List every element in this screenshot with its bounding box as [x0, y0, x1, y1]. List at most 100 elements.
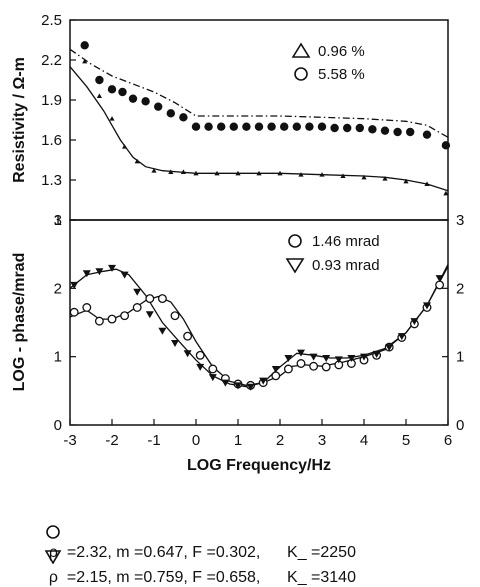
footer-row-2-text: ρ =2.15, m =0.759, F =0.658, K_ =3140 — [48, 569, 356, 586]
data-point — [309, 361, 319, 371]
data-point — [208, 364, 218, 374]
data-point — [406, 127, 415, 137]
data-point — [309, 353, 318, 361]
figure: 1 1.3 1.6 1.9 2.2 2.5 Resistivity / Ω-m 0.96 … — [11, 12, 464, 474]
triangle-up-icon — [291, 42, 311, 58]
data-point — [355, 123, 364, 133]
data-point — [234, 382, 242, 390]
data-point — [180, 169, 186, 174]
data-point — [322, 355, 331, 363]
data-point — [195, 350, 205, 360]
data-point — [361, 174, 367, 180]
data-point — [259, 377, 268, 385]
bottom-data-points — [69, 264, 445, 391]
data-point — [360, 353, 368, 361]
data-point — [340, 173, 346, 178]
data-point — [151, 168, 157, 173]
data-point — [95, 75, 104, 85]
bottom-plot-frame — [69, 219, 449, 426]
data-point — [82, 58, 88, 64]
data-point — [271, 371, 281, 381]
triangle-down-icon — [285, 258, 305, 274]
data-point — [271, 365, 280, 373]
circle-icon — [288, 234, 302, 248]
data-point — [284, 355, 293, 363]
data-point — [380, 126, 390, 135]
top-y-ticks: 1 1.3 1.6 1.9 2.2 2.5 — [41, 12, 76, 229]
data-point — [397, 333, 406, 341]
y-tick-label: 1.9 — [41, 92, 62, 109]
x-tick-label: -3 — [63, 432, 76, 449]
data-point — [107, 85, 117, 94]
bottom-legend: 1.46 mrad 0.93 mrad — [285, 233, 380, 274]
y-tick-label: 0 — [54, 417, 62, 434]
data-point — [208, 374, 217, 382]
data-point — [382, 176, 388, 181]
data-point — [179, 113, 188, 122]
x-tick-label: 0 — [192, 432, 200, 449]
y-tick-label: 1 — [54, 212, 62, 229]
data-point — [168, 169, 174, 174]
data-point — [435, 280, 445, 290]
data-point — [166, 109, 175, 118]
data-point — [109, 116, 115, 121]
circle-icon — [294, 67, 308, 81]
data-point — [204, 122, 213, 131]
circle-icon — [27, 505, 60, 562]
bottom-x-ticks: -3 -2 -1 0 1 2 3 4 5 6 — [63, 419, 452, 449]
data-point — [154, 102, 163, 111]
data-point — [134, 158, 140, 164]
data-point — [292, 122, 301, 131]
data-point — [297, 349, 305, 357]
data-point — [254, 122, 264, 131]
data-point — [193, 170, 199, 176]
data-point — [435, 275, 444, 283]
fit-line-1 — [69, 264, 449, 387]
data-point — [368, 125, 377, 134]
data-point — [120, 271, 129, 279]
data-point — [217, 122, 226, 131]
bottom-fit-lines — [69, 264, 449, 388]
data-point — [80, 41, 89, 50]
bottom-y-ticks: 0 1 2 3 — [54, 212, 76, 434]
data-point — [298, 172, 304, 177]
x-tick-label: -1 — [147, 432, 160, 449]
data-point — [267, 122, 276, 131]
data-point — [317, 122, 327, 131]
data-point — [158, 327, 167, 335]
top-legend: 0.96 % 5.58 % — [291, 42, 365, 83]
data-point — [108, 264, 116, 272]
data-point — [157, 294, 167, 304]
x-tick-label: 5 — [402, 432, 410, 449]
data-point — [191, 122, 201, 131]
data-point — [321, 362, 331, 372]
triangle-down-icon — [27, 530, 62, 587]
data-point — [277, 170, 283, 176]
y-tick-label: 1.6 — [41, 132, 62, 149]
data-point — [441, 141, 451, 150]
y-tick-label-right: 2 — [456, 280, 464, 297]
data-point — [132, 303, 142, 312]
data-point — [96, 93, 102, 98]
data-point — [334, 356, 343, 364]
data-point — [70, 281, 79, 289]
y-tick-label-right: 3 — [456, 212, 464, 229]
y-tick-label-right: 1 — [456, 349, 464, 366]
top-legend-label-2: 5.58 % — [318, 66, 365, 83]
x-tick-label: 2 — [276, 432, 284, 449]
y-tick-label: 2.5 — [41, 12, 62, 29]
data-point — [183, 350, 192, 358]
data-point — [128, 94, 138, 103]
data-point — [141, 97, 150, 106]
data-point — [410, 318, 419, 326]
top-panel: 1 1.3 1.6 1.9 2.2 2.5 Resistivity / Ω-m 0.96 … — [11, 12, 451, 229]
data-point — [221, 379, 230, 387]
data-point — [69, 307, 79, 317]
y-tick-label-right: 0 — [456, 417, 464, 434]
footer-row-2: ρ =2.15, m =0.759, F =0.658, K_ =3140 — [18, 512, 356, 587]
data-point — [372, 350, 381, 358]
data-point — [120, 311, 130, 321]
bottom-y-ticks-right: 0 1 2 3 — [442, 212, 464, 434]
data-point — [171, 340, 179, 347]
data-point — [145, 311, 154, 319]
